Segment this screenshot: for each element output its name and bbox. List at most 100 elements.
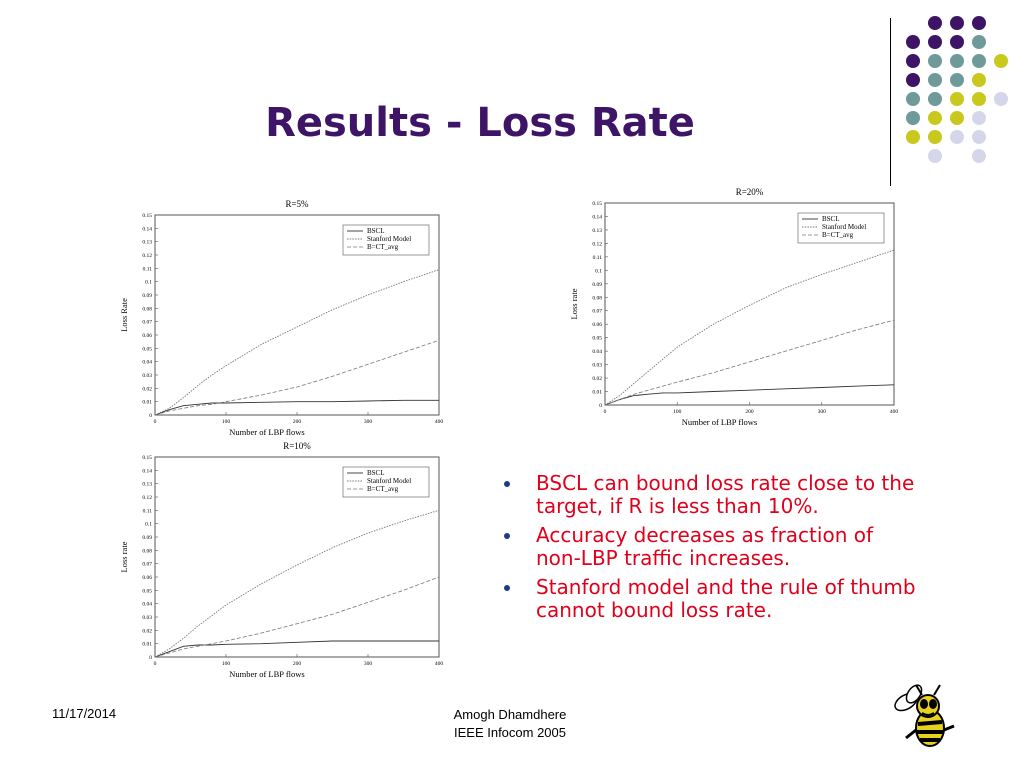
chart-r20: R=20% 0 0.01 0.02 0.03 0.04 0.05 0.06 0.07 0.08 0.… bbox=[565, 183, 900, 433]
legend-label: Stanford Model bbox=[367, 477, 411, 485]
y-tick-label: 0.1 bbox=[145, 280, 152, 286]
decorative-dot bbox=[972, 16, 986, 30]
decorative-dot bbox=[906, 92, 920, 106]
y-tick-label: 0.14 bbox=[142, 468, 152, 474]
series-line-3 bbox=[154, 339, 440, 416]
decorative-dot bbox=[906, 111, 920, 125]
y-tick-label: 0.14 bbox=[592, 214, 602, 220]
y-tick-label: 0.07 bbox=[142, 320, 152, 326]
y-tick-label: 0.11 bbox=[593, 255, 603, 261]
series-line-2 bbox=[604, 249, 895, 406]
series-line-1 bbox=[154, 640, 439, 658]
legend-box bbox=[342, 466, 430, 498]
decorative-dot bbox=[906, 130, 920, 144]
decorative-dot bbox=[972, 73, 986, 87]
decorative-dot bbox=[994, 92, 1008, 106]
divider-line bbox=[890, 18, 891, 186]
y-tick-label: 0.07 bbox=[142, 562, 152, 568]
y-tick-label: 0.15 bbox=[142, 455, 152, 461]
y-tick-label: 0.12 bbox=[592, 241, 602, 247]
decorative-dot bbox=[928, 54, 942, 68]
x-tick-label: 200 bbox=[745, 409, 754, 415]
x-tick-label: 400 bbox=[890, 409, 899, 415]
y-tick-label: 0.14 bbox=[142, 226, 152, 232]
chart-r10: R=10% 0 0.01 0.02 0.03 0.04 0.05 0.06 0.07 0.08 0.… bbox=[115, 437, 445, 685]
decorative-dot bbox=[906, 35, 920, 49]
y-tick-label: 0.09 bbox=[142, 293, 152, 299]
decorative-dot bbox=[928, 16, 942, 30]
decorative-dot-grid bbox=[906, 16, 1008, 163]
decorative-dot bbox=[950, 130, 964, 144]
legend-label: BSCL bbox=[367, 469, 385, 477]
bullet-item: Stanford model and the rule of thumb can… bbox=[498, 576, 918, 622]
decorative-dot bbox=[906, 73, 920, 87]
y-tick-label: 0.12 bbox=[142, 253, 152, 259]
legend-box bbox=[797, 212, 885, 244]
y-axis-label: Loss rate bbox=[119, 541, 129, 572]
y-axis-label: Loss rate bbox=[569, 288, 579, 319]
series-line-1 bbox=[154, 399, 439, 416]
chart-r5: R=5% 0 0.01 0.02 0.03 0.04 0.05 0.06 0.07 0.08 0.0… bbox=[115, 195, 445, 443]
bullet-item: Accuracy decreases as fraction of non-LB… bbox=[498, 524, 918, 570]
y-tick-label: 0 bbox=[149, 655, 152, 661]
decorative-dot bbox=[950, 35, 964, 49]
bullet-dot-icon bbox=[504, 533, 510, 539]
decorative-dot bbox=[994, 54, 1008, 68]
x-tick-label: 0 bbox=[604, 409, 607, 415]
decorative-dot bbox=[972, 92, 986, 106]
bullet-dot-icon bbox=[504, 481, 510, 487]
bullet-text: Stanford model and the rule of thumb can… bbox=[536, 575, 916, 622]
legend-label: B=CT_avg bbox=[367, 485, 399, 493]
x-tick-label: 300 bbox=[364, 661, 373, 667]
x-axis-label: Number of LBP flows bbox=[229, 669, 304, 679]
y-tick-label: 0.11 bbox=[143, 266, 153, 272]
x-tick-label: 0 bbox=[154, 661, 157, 667]
footer-date: 11/17/2014 bbox=[52, 706, 117, 721]
y-tick-label: 0.02 bbox=[142, 628, 152, 634]
bullet-list: BSCL can bound loss rate close to the ta… bbox=[498, 472, 918, 628]
legend-label: B=CT_avg bbox=[367, 243, 399, 251]
y-tick-label: 0.1 bbox=[145, 522, 152, 528]
series-line-3 bbox=[154, 576, 440, 658]
y-tick-label: 0.13 bbox=[142, 482, 152, 488]
y-tick-label: 0.15 bbox=[592, 201, 602, 207]
decorative-dot bbox=[950, 16, 964, 30]
x-tick-label: 300 bbox=[818, 409, 827, 415]
decorative-dot bbox=[950, 111, 964, 125]
x-tick-label: 200 bbox=[293, 419, 302, 425]
y-tick-label: 0.08 bbox=[592, 295, 602, 301]
decorative-dot bbox=[928, 149, 942, 163]
y-tick-label: 0.12 bbox=[142, 495, 152, 501]
bullet-text: Accuracy decreases as fraction of non-LB… bbox=[536, 523, 874, 570]
decorative-dot bbox=[972, 149, 986, 163]
y-tick-label: 0.06 bbox=[142, 333, 152, 339]
y-tick-label: 0.02 bbox=[142, 386, 152, 392]
footer-venue: IEEE Infocom 2005 bbox=[453, 725, 566, 740]
series-line-2 bbox=[154, 509, 440, 658]
y-tick-label: 0.09 bbox=[142, 535, 152, 541]
x-tick-label: 100 bbox=[222, 661, 231, 667]
y-tick-label: 0.01 bbox=[142, 400, 152, 406]
y-tick-label: 0.13 bbox=[142, 240, 152, 246]
x-tick-label: 100 bbox=[222, 419, 231, 425]
legend-label: BSCL bbox=[367, 227, 385, 235]
y-tick-label: 0.08 bbox=[142, 306, 152, 312]
y-tick-label: 0.03 bbox=[142, 373, 152, 379]
x-tick-label: 100 bbox=[673, 409, 682, 415]
series-line-2 bbox=[154, 269, 440, 416]
x-tick-label: 300 bbox=[364, 419, 373, 425]
y-tick-label: 0.05 bbox=[592, 336, 602, 342]
y-tick-label: 0 bbox=[599, 403, 602, 409]
x-tick-label: 200 bbox=[293, 661, 302, 667]
y-tick-label: 0 bbox=[149, 413, 152, 419]
bullet-item: BSCL can bound loss rate close to the ta… bbox=[498, 472, 918, 518]
slide-title: Results - Loss Rate bbox=[265, 100, 695, 146]
decorative-dot bbox=[950, 92, 964, 106]
decorative-dot bbox=[928, 130, 942, 144]
decorative-dot bbox=[972, 130, 986, 144]
bullet-dot-icon bbox=[504, 585, 510, 591]
legend-label: Stanford Model bbox=[367, 235, 411, 243]
decorative-dot bbox=[928, 73, 942, 87]
legend-box bbox=[342, 224, 430, 256]
footer-author: Amogh Dhamdhere bbox=[453, 707, 567, 722]
